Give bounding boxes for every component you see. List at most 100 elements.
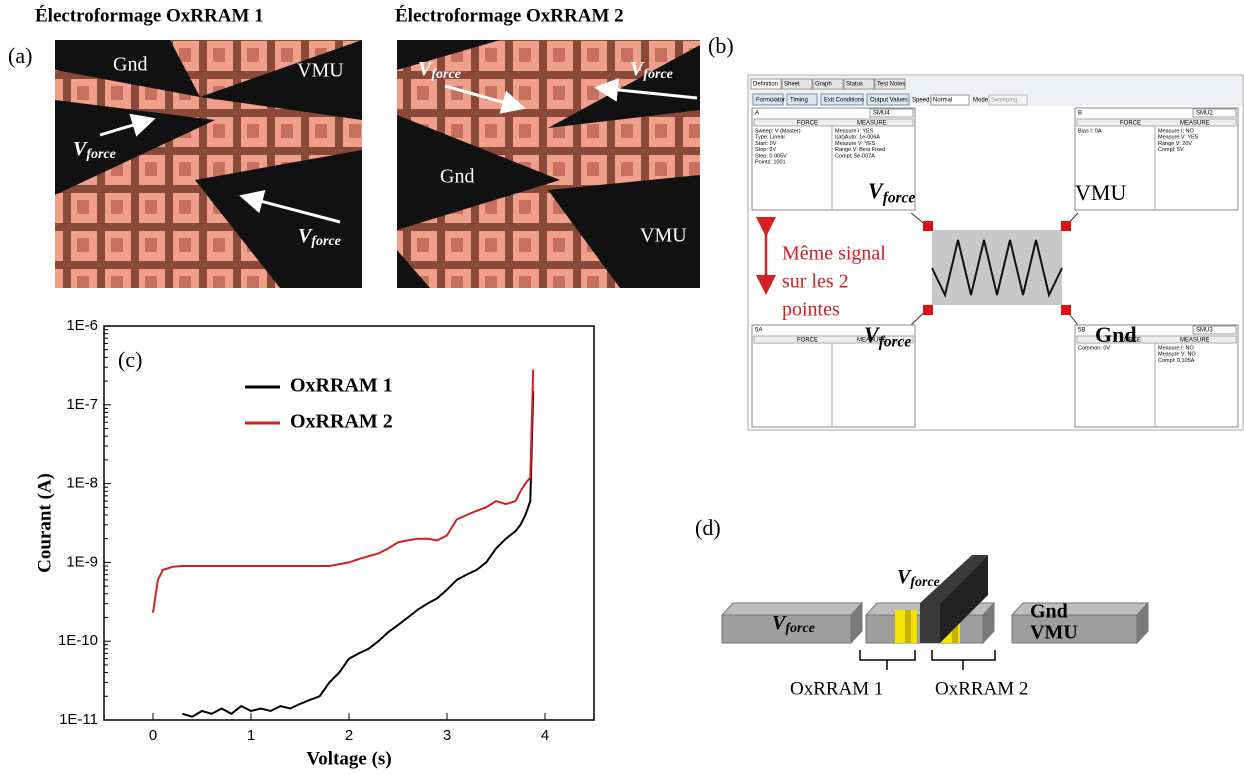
image-title: Électroformage OxRRAM 2	[395, 4, 624, 26]
probe-label: Gnd	[440, 166, 474, 188]
overlay-label: VMU	[1075, 180, 1126, 205]
legend-label: OxRRAM 1	[290, 375, 393, 397]
subscript: force	[879, 333, 912, 350]
tab-label: Graph	[815, 82, 832, 88]
force-header: FORCE	[1120, 121, 1141, 127]
y-tick-label: 1E-8	[66, 475, 98, 492]
note: pointes	[782, 299, 840, 321]
subscript: force	[311, 234, 341, 249]
tab-label: Test Notes	[877, 82, 905, 88]
force-header: FORCE	[1120, 338, 1141, 344]
x-tick-label: 0	[149, 727, 157, 744]
symbol: V	[73, 138, 88, 160]
force-line: Stop: 5V	[755, 147, 776, 153]
measure-line: Measure V: YES	[1158, 135, 1199, 141]
tab-label: Status	[846, 82, 863, 88]
speed: Normal	[933, 98, 952, 104]
button[interactable]	[866, 93, 910, 106]
panel-name: B	[1078, 111, 1082, 117]
force-line: Step: 0.005V	[755, 153, 787, 159]
block-label: Vforce	[897, 566, 940, 591]
subscript: force	[643, 67, 673, 82]
measure-line: Measure I: NO	[1158, 128, 1194, 134]
resistor	[756, 212, 1079, 326]
y-tick-label: 1E-9	[66, 553, 98, 570]
panel-name: 5A	[755, 328, 762, 334]
button-label: Timing	[790, 98, 808, 104]
measure-header: MEASURE	[857, 121, 887, 127]
subscript: force	[910, 575, 940, 590]
panel-name: 5B	[1078, 328, 1085, 334]
measure-line: Measure I: YES	[835, 128, 874, 134]
tab-label: Sheet	[784, 82, 800, 88]
y-axis-label: Courant (A)	[34, 473, 55, 573]
series-line	[152, 369, 535, 613]
y-tick-label: 1E-11	[59, 711, 98, 728]
button[interactable]	[786, 93, 818, 106]
symbol: V	[864, 322, 881, 347]
measure-line: Compl: 0.105A	[1158, 358, 1195, 364]
dropdown	[1192, 325, 1237, 335]
dropdown	[869, 108, 914, 118]
symbol: V	[868, 178, 885, 203]
block-label: Gnd	[1030, 601, 1068, 623]
measure-line: Range V: Best Fixed	[835, 147, 885, 153]
header	[753, 335, 914, 344]
tab-label: Definition	[753, 82, 778, 88]
dropdown	[930, 94, 970, 106]
subscript: force	[86, 147, 116, 162]
button-label: Exit Conditions	[824, 98, 864, 104]
button[interactable]	[752, 93, 784, 106]
unit: SMU3	[1196, 328, 1213, 334]
measure-header: MEASURE	[1180, 121, 1210, 127]
measure-line: Range V: 20V	[1158, 141, 1192, 147]
probe-label: VMU	[297, 60, 344, 82]
overlay-label: Vforce	[868, 178, 915, 206]
subscript: force	[883, 189, 916, 206]
probe-label: Vforce	[418, 58, 461, 83]
button[interactable]	[820, 93, 864, 106]
dropdown	[1192, 108, 1237, 118]
panel-name: A	[755, 111, 759, 117]
device-label: OxRRAM 2	[935, 678, 1028, 699]
probe-label: Vforce	[630, 58, 673, 83]
micrograph	[55, 40, 362, 288]
symbol: V	[298, 225, 313, 247]
force-line: Start: 0V	[755, 141, 777, 147]
tab	[781, 78, 813, 90]
image-title: Électroformage OxRRAM 1	[35, 4, 264, 26]
force-header: FORCE	[797, 121, 818, 127]
measure-line: Measure V: YES	[835, 141, 876, 147]
force-line: Common: 0V	[1078, 345, 1110, 351]
measure-line: Compl: 5e-007A	[835, 153, 875, 159]
header	[753, 118, 914, 127]
micrograph	[397, 40, 700, 288]
measure-header: MEASURE	[857, 338, 887, 344]
overlay-label: Gnd	[1095, 322, 1137, 347]
probe-label: VMU	[640, 225, 687, 247]
overlay-label: Vforce	[864, 322, 911, 350]
x-tick-label: 4	[541, 727, 549, 744]
x-tick-label: 2	[345, 727, 353, 744]
measure-line: Compl: 5V	[1158, 147, 1184, 153]
measure-line: I(at)Auto: 1e-006A	[835, 135, 880, 141]
subscript: force	[785, 621, 815, 636]
legend-label: OxRRAM 2	[290, 411, 393, 433]
note: sur les 2	[782, 271, 849, 293]
y-tick-label: 1E-6	[66, 317, 98, 334]
force-line: Sweep: V (Master)	[755, 128, 801, 134]
measure-line: Measure I: NO	[1158, 345, 1194, 351]
force-line: Type: Linear	[755, 135, 785, 141]
force-line: Bias I: 0A	[1078, 128, 1102, 134]
panel-label: (c)	[118, 347, 142, 372]
arrows	[99, 77, 698, 224]
measure-header: MEASURE	[1180, 338, 1210, 344]
block-label: Vforce	[772, 612, 815, 637]
panel-label: (a)	[8, 43, 32, 68]
symbol: V	[418, 58, 433, 80]
panel-label: (d)	[695, 515, 721, 540]
measure-line: Measure V: NO	[1158, 352, 1196, 358]
button-label: Formulator	[756, 98, 785, 104]
